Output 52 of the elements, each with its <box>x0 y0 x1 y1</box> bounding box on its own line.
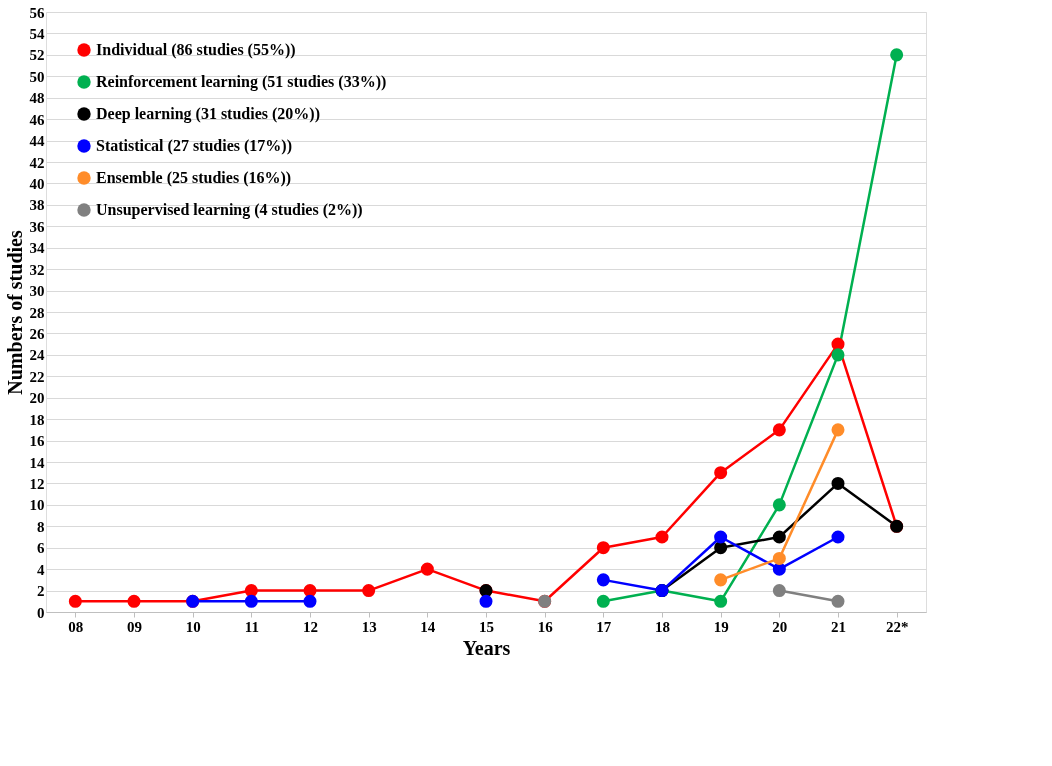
y-tick-label: 16 <box>29 433 45 450</box>
y-tick-label: 54 <box>29 25 45 42</box>
legend-label: Individual (86 studies (55%)) <box>96 41 296 59</box>
x-tick-label: 08 <box>68 618 84 635</box>
x-tick-label: 15 <box>479 618 494 635</box>
legend-label: Statistical (27 studies (17%)) <box>96 137 292 155</box>
y-tick-label: 12 <box>29 475 45 492</box>
y-tick-label: 34 <box>29 240 45 257</box>
legend-label: Reinforcement learning (51 studies (33%)) <box>96 73 387 91</box>
x-tick-label: 11 <box>244 618 259 635</box>
x-tick-label: 20 <box>772 618 788 635</box>
y-tick-label: 38 <box>29 197 45 214</box>
x-tick-label: 21 <box>831 618 846 635</box>
y-tick-label: 48 <box>29 90 45 107</box>
y-tick-label: 22 <box>29 368 45 385</box>
y-tick-label: 8 <box>37 518 45 535</box>
y-tick-label: 20 <box>29 390 45 407</box>
y-tick-label: 18 <box>29 411 45 428</box>
y-tick-label: 56 <box>29 4 45 21</box>
x-tick-label: 19 <box>713 618 729 635</box>
x-tick-label: 16 <box>537 618 554 635</box>
y-tick-label: 28 <box>29 304 45 321</box>
legend-label: Unsupervised learning (4 studies (2%)) <box>96 201 363 219</box>
x-tick-label: 18 <box>655 618 670 635</box>
x-tick-label: 17 <box>596 618 612 635</box>
y-tick-label: 4 <box>37 561 45 578</box>
x-tick-label: 13 <box>361 618 377 635</box>
y-tick-label: 10 <box>29 497 45 514</box>
y-axis-title: Numbers of studies <box>3 230 26 395</box>
y-tick-label: 2 <box>37 583 45 600</box>
x-tick-label: 12 <box>303 618 318 635</box>
legend-label: Ensemble (25 studies (16%)) <box>96 169 292 187</box>
y-tick-label: 46 <box>29 111 45 128</box>
x-tick-label: 09 <box>127 618 142 635</box>
y-tick-label: 24 <box>29 347 45 364</box>
legend-label: Deep learning (31 studies (20%)) <box>96 105 320 123</box>
y-tick-label: 36 <box>29 218 45 235</box>
y-tick-label: 42 <box>29 154 45 171</box>
y-tick-label: 30 <box>29 283 45 300</box>
y-tick-label: 44 <box>29 133 45 150</box>
x-tick-label: 22* <box>885 618 909 635</box>
y-tick-label: 26 <box>29 325 45 342</box>
y-tick-label: 50 <box>29 68 45 85</box>
x-tick-label: 10 <box>185 618 201 635</box>
y-tick-label: 0 <box>37 604 45 621</box>
y-tick-label: 14 <box>29 454 45 471</box>
y-tick-label: 40 <box>29 175 45 192</box>
y-tick-label: 52 <box>29 47 45 64</box>
x-tick-label: 14 <box>420 618 436 635</box>
y-tick-label: 6 <box>37 540 45 557</box>
y-tick-label: 32 <box>29 261 45 278</box>
x-axis-title: Years <box>462 636 511 659</box>
